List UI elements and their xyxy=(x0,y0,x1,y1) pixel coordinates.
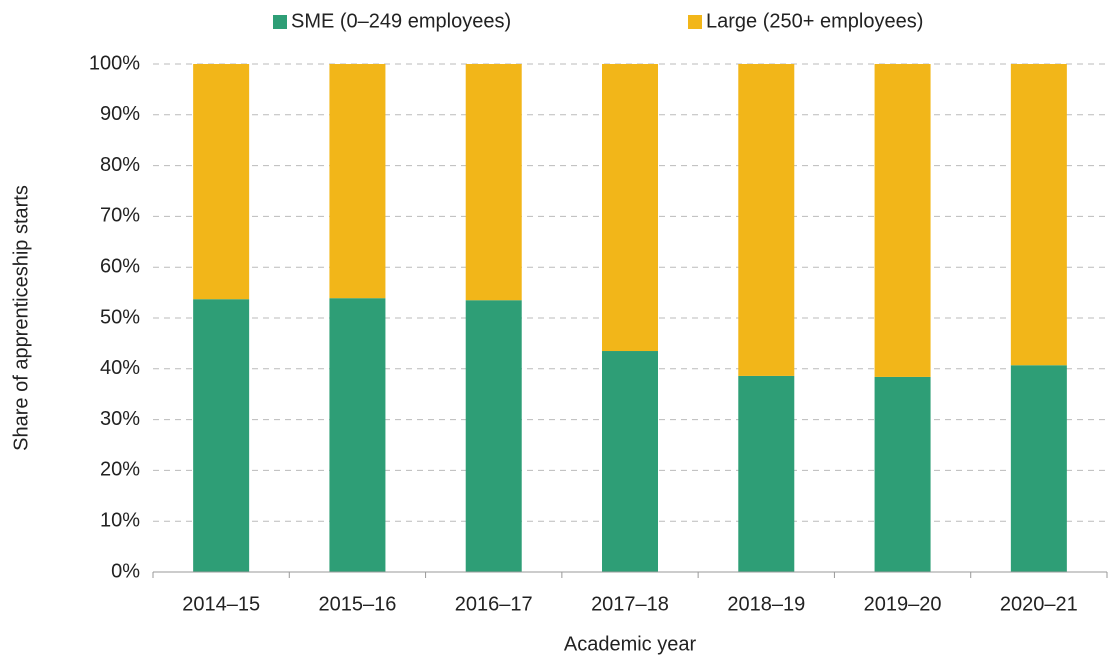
x-tick-label: 2019–20 xyxy=(864,593,942,615)
x-tick-label: 2014–15 xyxy=(182,593,260,615)
y-tick-label: 20% xyxy=(100,459,140,481)
y-tick-label: 100% xyxy=(89,52,140,74)
legend-label: Large (250+ employees) xyxy=(706,10,923,32)
y-tick-label: 40% xyxy=(100,357,140,379)
x-tick-label: 2018–19 xyxy=(727,593,805,615)
y-tick-label: 50% xyxy=(100,306,140,328)
y-tick-label: 10% xyxy=(100,509,140,531)
bar-segment xyxy=(329,64,386,299)
bar-segment xyxy=(193,299,250,572)
x-axis-title: Academic year xyxy=(564,633,697,655)
bar-segment xyxy=(602,64,658,352)
y-tick-label: 90% xyxy=(100,103,140,125)
x-tick-label: 2015–16 xyxy=(318,593,396,615)
legend-swatch xyxy=(273,15,287,29)
x-tick-label: 2017–18 xyxy=(591,593,669,615)
y-tick-label: 80% xyxy=(100,154,140,176)
bar-segment xyxy=(329,298,386,572)
y-tick-label: 70% xyxy=(100,205,140,227)
bar-segment xyxy=(1010,365,1067,572)
bar-segment xyxy=(602,351,658,572)
bar-segment xyxy=(1010,64,1067,366)
bar-segment xyxy=(465,64,522,301)
x-tick-label: 2020–21 xyxy=(1000,593,1078,615)
bar-segment xyxy=(738,375,795,572)
bar-segment xyxy=(874,64,931,377)
legend-swatch xyxy=(688,15,702,29)
legend-label: SME (0–249 employees) xyxy=(291,10,511,32)
bar-segment xyxy=(193,64,250,300)
bar-segment xyxy=(738,64,795,376)
y-tick-label: 60% xyxy=(100,255,140,277)
y-tick-label: 0% xyxy=(111,560,140,582)
bar-segment xyxy=(465,300,522,572)
x-tick-label: 2016–17 xyxy=(455,593,533,615)
y-axis-title: Share of apprenticeship starts xyxy=(10,185,32,451)
y-tick-label: 30% xyxy=(100,408,140,430)
bar-segment xyxy=(874,376,931,572)
